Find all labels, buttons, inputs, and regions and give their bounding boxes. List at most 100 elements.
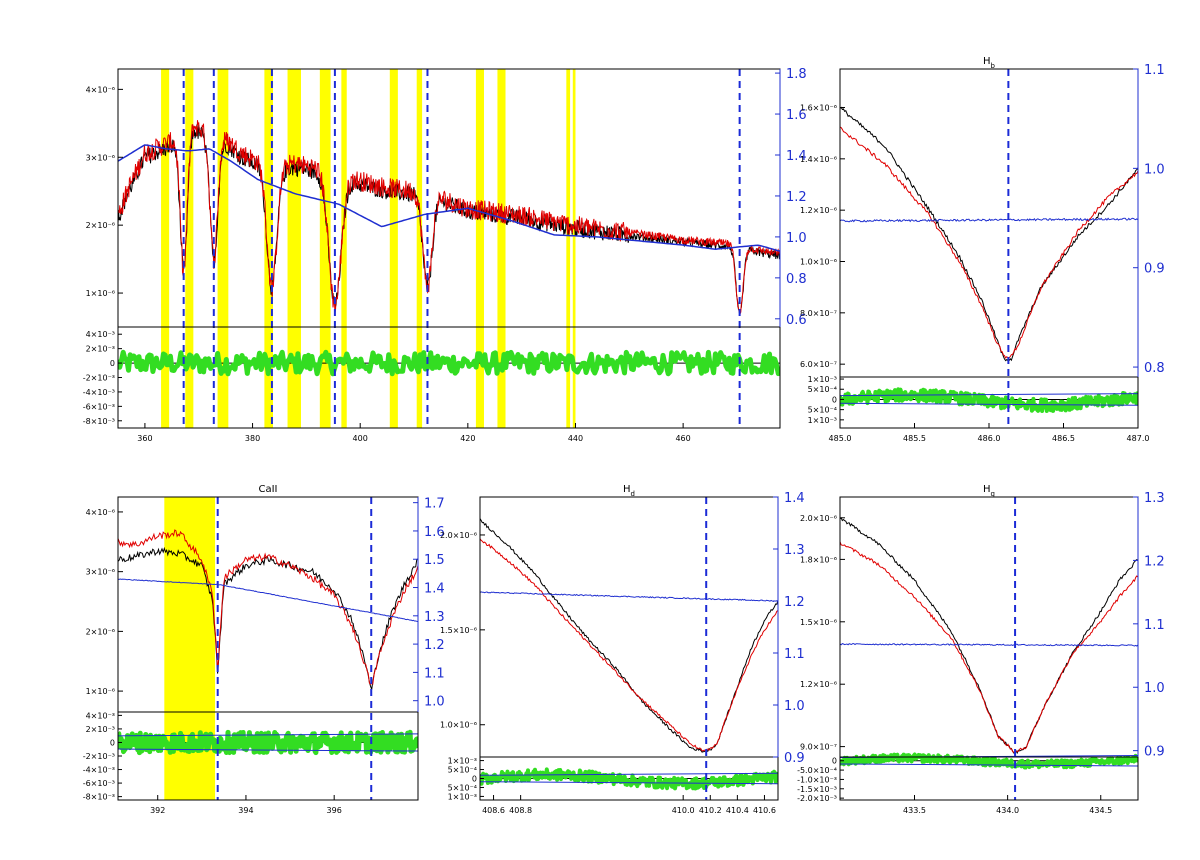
x-tick-label: 410.0 [672, 806, 695, 815]
right-tick-label: 1.2 [784, 595, 805, 610]
x-tick-label: 433.5 [903, 806, 926, 815]
residual-tick-label: -2.0×10⁻³ [797, 794, 837, 803]
residual-tick-label: 0 [472, 775, 477, 784]
right-tick-label: 1.3 [1144, 491, 1165, 506]
model-spectrum [840, 126, 1138, 359]
y-tick-label: 1.4×10⁻⁶ [800, 155, 837, 164]
panel-Hg: 433.5 434.0 434.5 9.0×10⁻⁷ 1.2×10⁻⁶ 1.5×10⁻⁶ 1… [797, 484, 1165, 815]
y-tick-label: 1.8×10⁻⁶ [800, 555, 837, 564]
y-tick-label: 2×10⁻⁶ [86, 221, 115, 230]
y-tick-label: 2.0×10⁻⁶ [440, 531, 477, 540]
right-tick-label: 1.0 [424, 695, 445, 710]
residual-tick-label: -4×10⁻³ [83, 766, 115, 775]
masked-region [185, 69, 194, 428]
masked-region [264, 69, 274, 428]
y-tick-label: 6.0×10⁻⁷ [800, 360, 837, 369]
residual-tick-label: 1×10⁻³ [448, 792, 477, 801]
panel-title: Hd [623, 484, 635, 498]
x-tick-label: 410.6 [753, 806, 776, 815]
right-tick-label: 1.4 [784, 491, 805, 506]
masked-region [497, 69, 506, 428]
right-tick-label: 1.0 [1144, 162, 1165, 177]
residual-band-line [840, 393, 1138, 397]
continuum-curve [118, 578, 418, 623]
x-tick-label: 487.0 [1127, 434, 1150, 443]
residual-series [480, 767, 778, 791]
residual-series [118, 729, 418, 756]
residual-tick-label: 5×10⁻⁴ [808, 406, 837, 415]
y-tick-label: 2.0×10⁻⁶ [800, 514, 837, 523]
right-tick-label: 1.7 [424, 497, 445, 512]
panel-title: CaII [258, 484, 277, 495]
y-tick-label: 1.2×10⁻⁶ [800, 206, 837, 215]
model-spectrum [840, 541, 1138, 753]
right-tick-label: 1.6 [424, 525, 445, 540]
right-tick-label: 1.6 [786, 108, 807, 123]
right-tick-label: 0.8 [1144, 361, 1165, 376]
right-tick-label: 1.2 [424, 638, 445, 653]
plot-area [840, 497, 1138, 800]
residual-tick-label: -2×10⁻³ [83, 752, 115, 761]
right-tick-label: 1.1 [784, 647, 805, 662]
panel-title: Hb [983, 56, 996, 70]
observed-spectrum [480, 518, 778, 753]
continuum-curve [118, 144, 780, 252]
x-tick-label: 410.4 [726, 806, 749, 815]
y-tick-label: 1×10⁻⁶ [86, 687, 115, 696]
x-tick-label: 420 [460, 434, 475, 443]
residual-tick-label: 5×10⁻⁴ [448, 783, 477, 792]
right-tick-label: 1.2 [1144, 554, 1165, 569]
residual-tick-label: 0 [110, 359, 115, 368]
residual-band-line [840, 763, 1138, 767]
residual-band-line [840, 402, 1138, 406]
y-tick-label: 1.5×10⁻⁶ [440, 626, 477, 635]
x-tick-label: 460 [675, 434, 690, 443]
x-tick-label: 410.2 [699, 806, 722, 815]
y-tick-label: 1×10⁻⁶ [86, 289, 115, 298]
x-tick-label: 396 [327, 806, 342, 815]
right-tick-label: 1.5 [424, 553, 445, 568]
residual-band-line [480, 781, 778, 785]
residual-tick-label: 5×10⁻⁴ [448, 766, 477, 775]
residual-tick-label: 4×10⁻³ [86, 711, 115, 720]
right-tick-label: 1.0 [1144, 681, 1165, 696]
right-tick-label: 1.4 [786, 149, 807, 164]
x-tick-label: 394 [238, 806, 253, 815]
observed-spectrum [840, 517, 1138, 755]
x-tick-label: 408.6 [482, 806, 505, 815]
y-tick-label: 4×10⁻⁶ [86, 508, 115, 517]
right-tick-label: 0.8 [786, 272, 807, 287]
residual-tick-label: 1×10⁻³ [808, 375, 837, 384]
right-tick-label: 1.1 [424, 666, 445, 681]
masked-region [566, 69, 571, 428]
y-tick-label: 1.5×10⁻⁶ [800, 618, 837, 627]
x-tick-label: 400 [353, 434, 368, 443]
residual-tick-label: -8×10⁻³ [83, 793, 115, 802]
residual-tick-label: 1×10⁻³ [448, 757, 477, 766]
x-tick-label: 485.0 [829, 434, 852, 443]
x-tick-label: 486.0 [978, 434, 1001, 443]
masked-region [572, 69, 576, 428]
masked-region [217, 69, 229, 428]
residual-band-line [118, 748, 418, 752]
model-spectrum [480, 538, 778, 752]
masked-region [416, 69, 423, 428]
y-tick-label: 4×10⁻⁶ [86, 85, 115, 94]
y-tick-label: 1.0×10⁻⁶ [440, 721, 477, 730]
residual-tick-label: 0 [832, 395, 837, 404]
residual-series [118, 349, 780, 377]
residual-tick-label: -6×10⁻³ [83, 779, 115, 788]
panel-frame [839, 68, 1139, 429]
y-tick-label: 3×10⁻⁶ [86, 568, 115, 577]
residual-band-line [480, 772, 778, 776]
residual-tick-label: -1.5×10⁻³ [797, 785, 837, 794]
right-tick-label: 1.4 [424, 582, 445, 597]
y-tick-label: 1.0×10⁻⁶ [800, 258, 837, 267]
residual-tick-label: -5.0×10⁻⁴ [797, 766, 837, 775]
residual-tick-label: -2×10⁻³ [83, 374, 115, 383]
residual-tick-label: 0 [832, 757, 837, 766]
right-tick-label: 1.1 [1144, 63, 1165, 78]
plot-area [480, 497, 778, 800]
residual-tick-label: 5×10⁻⁴ [808, 385, 837, 394]
